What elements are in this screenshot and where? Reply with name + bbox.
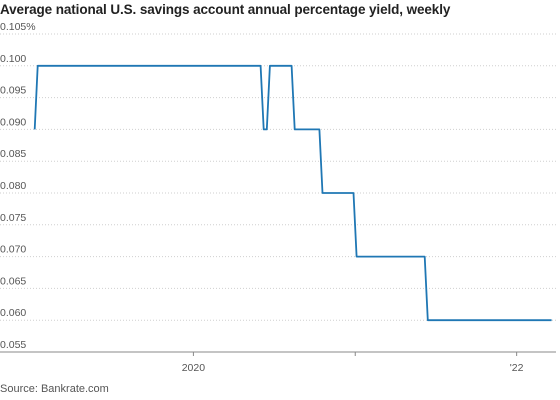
y-tick-label: 0.055	[0, 339, 26, 351]
y-tick-label: 0.085	[0, 148, 26, 160]
x-tick-label: 2020	[182, 362, 206, 374]
chart-title: Average national U.S. savings account an…	[0, 2, 451, 17]
y-tick-label: 0.080	[0, 180, 26, 192]
y-tick-label: 0.075	[0, 212, 26, 224]
series-line	[33, 64, 552, 322]
y-tick-label: 0.070	[0, 244, 26, 256]
y-tick-label: 0.090	[0, 116, 26, 128]
chart-source: Source: Bankrate.com	[0, 383, 109, 395]
x-tick-label: '22	[510, 362, 524, 374]
y-tick-label: 0.065	[0, 275, 26, 287]
y-tick-label: 0.095	[0, 85, 26, 97]
y-tick-label: 0.060	[0, 307, 26, 319]
y-tick-label: 0.105%	[0, 21, 36, 33]
y-tick-label: 0.100	[0, 53, 26, 65]
